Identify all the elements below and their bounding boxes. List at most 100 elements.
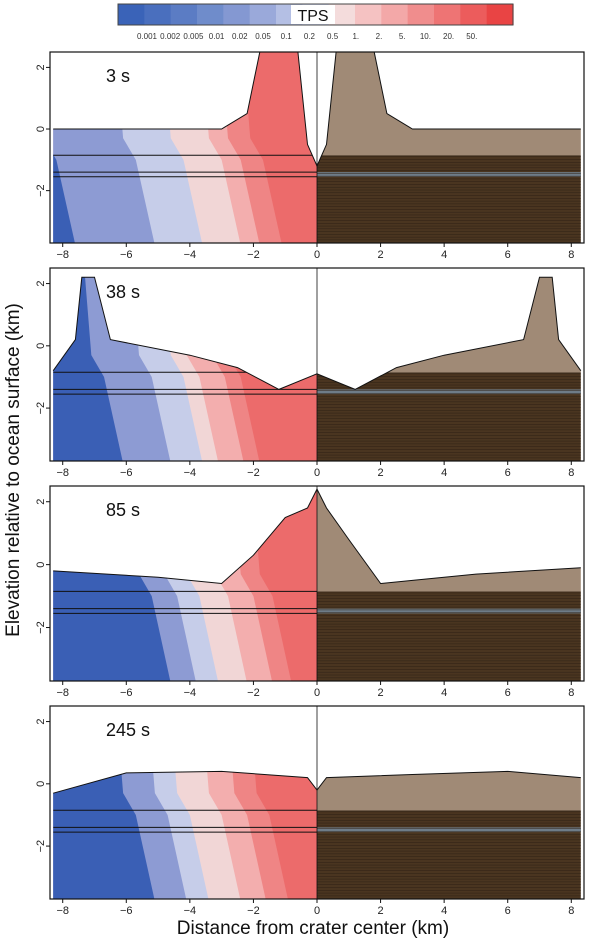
x-tick-label: 0 <box>314 249 320 261</box>
colorbar-swatch <box>434 4 461 25</box>
x-tick-label: 0 <box>314 905 320 917</box>
colorbar-tick-label: 2. <box>376 32 383 41</box>
sediment-layer <box>317 771 581 811</box>
colorbar-tick-label: 0.001 <box>137 32 158 41</box>
x-tick-label: 4 <box>441 687 447 699</box>
x-axis-label: Distance from crater center (km) <box>177 918 449 939</box>
colorbar-tick-label: 0.01 <box>209 32 225 41</box>
x-tick-label: −2 <box>247 467 260 479</box>
x-tick-label: 8 <box>568 905 574 917</box>
panels: −8 −6 −4 −2 0 2 4 6 8 −2 0 2 3 s −8 −6 −4 −2 0 2 4 6 8 −2 0 2 38 … <box>35 51 585 917</box>
y-tick-label: 0 <box>35 343 47 349</box>
y-tick-label: 0 <box>35 126 47 132</box>
colorbar-swatch <box>328 4 356 25</box>
material-field <box>317 771 581 899</box>
basement-layer <box>317 810 581 899</box>
x-tick-label: −4 <box>184 467 197 479</box>
x-tick-label: 6 <box>505 905 511 917</box>
colorbar-swatch <box>197 4 224 25</box>
colorbar-swatch <box>381 4 409 25</box>
colorbar-tick-label: 0.02 <box>232 32 248 41</box>
x-tick-label: 0 <box>314 687 320 699</box>
x-tick-label: 4 <box>441 249 447 261</box>
x-tick-label: −6 <box>120 905 133 917</box>
panel: −8 −6 −4 −2 0 2 4 6 8 −2 0 2 3 s <box>35 51 585 261</box>
colorbar-tick-label: 0.002 <box>160 32 181 41</box>
material-field <box>317 52 581 243</box>
x-tick-label: −2 <box>247 905 260 917</box>
time-label: 245 s <box>106 720 150 740</box>
colorbar-swatch <box>355 4 382 25</box>
colorbar-title-background <box>291 5 335 24</box>
gray-layer <box>317 172 581 177</box>
colorbar-swatch <box>118 4 145 25</box>
x-tick-label: 4 <box>441 905 447 917</box>
y-tick-label: −2 <box>35 184 47 197</box>
panel: −8 −6 −4 −2 0 2 4 6 8 −2 0 2 245 s <box>35 705 585 917</box>
x-tick-label: −4 <box>184 905 197 917</box>
tps-band <box>53 771 162 899</box>
colorbar-swatch <box>460 4 488 25</box>
x-tick-label: 0 <box>314 467 320 479</box>
time-label: 85 s <box>106 500 140 520</box>
colorbar-swatch <box>249 4 277 25</box>
panel: −8 −6 −4 −2 0 2 4 6 8 −2 0 2 38 s <box>35 267 585 479</box>
colorbar-frame <box>117 3 514 26</box>
x-tick-label: −4 <box>184 687 197 699</box>
x-tick-label: −4 <box>184 249 197 261</box>
y-tick-label: −2 <box>35 621 47 634</box>
y-tick-label: 0 <box>35 781 47 787</box>
colorbar-tick-label: 0.1 <box>281 32 293 41</box>
material-field <box>317 277 581 461</box>
colorbar-swatch <box>170 4 198 25</box>
colorbar-swatch <box>144 4 172 25</box>
colorbar-tick-label: 5. <box>399 32 406 41</box>
x-tick-label: −8 <box>56 249 69 261</box>
basement-layer <box>317 155 581 243</box>
colorbar-tick-label: 0.05 <box>255 32 271 41</box>
x-tick-label: 2 <box>378 687 384 699</box>
x-tick-label: 8 <box>568 249 574 261</box>
x-tick-label: −6 <box>120 687 133 699</box>
x-tick-label: 2 <box>378 905 384 917</box>
colorbar-tick-labels: 0.001 0.002 0.005 0.01 0.02 0.05 0.1 0.2 0.5 1. 2.… <box>137 32 477 41</box>
colorbar-swatch <box>486 4 514 25</box>
x-tick-label: −6 <box>120 467 133 479</box>
gray-layer <box>317 827 581 833</box>
x-tick-label: −8 <box>56 467 69 479</box>
x-tick-label: −6 <box>120 249 133 261</box>
sediment-layer <box>317 277 581 373</box>
x-tick-label: −8 <box>56 905 69 917</box>
y-tick-label: 2 <box>35 499 47 505</box>
y-tick-label: 2 <box>35 281 47 287</box>
x-tick-label: 4 <box>441 467 447 479</box>
x-tick-label: 2 <box>378 249 384 261</box>
colorbar-tick-label: 0.5 <box>327 32 339 41</box>
colorbar-tick-label: 0.005 <box>183 32 204 41</box>
time-label: 3 s <box>106 66 130 86</box>
panel: −8 −6 −4 −2 0 2 4 6 8 −2 0 2 85 s <box>35 485 585 699</box>
x-tick-label: 2 <box>378 467 384 479</box>
colorbar-tick-label: 10. <box>420 32 431 41</box>
gray-layer <box>317 608 581 614</box>
y-tick-label: −2 <box>35 840 47 853</box>
x-tick-label: −8 <box>56 687 69 699</box>
colorbar-tick-label: 50. <box>466 32 477 41</box>
colorbar-title: TPS <box>297 8 328 25</box>
y-tick-label: −2 <box>35 402 47 415</box>
colorbar: TPS 0.001 0.002 0.005 0.01 0.02 0.05 0.1 0.2 0.5… <box>117 3 514 41</box>
y-axis-label: Elevation relative to ocean surface (km) <box>3 303 24 637</box>
x-tick-label: 6 <box>505 687 511 699</box>
x-tick-label: 8 <box>568 687 574 699</box>
sediment-layer <box>317 489 581 592</box>
x-tick-label: −2 <box>247 249 260 261</box>
x-tick-label: 6 <box>505 467 511 479</box>
colorbar-tick-label: 0.2 <box>304 32 316 41</box>
colorbar-swatch <box>407 4 435 25</box>
y-tick-label: 2 <box>35 719 47 725</box>
sediment-layer <box>317 52 581 156</box>
colorbar-tick-label: 1. <box>352 32 359 41</box>
material-field <box>317 489 581 681</box>
colorbar-swatch <box>223 4 251 25</box>
